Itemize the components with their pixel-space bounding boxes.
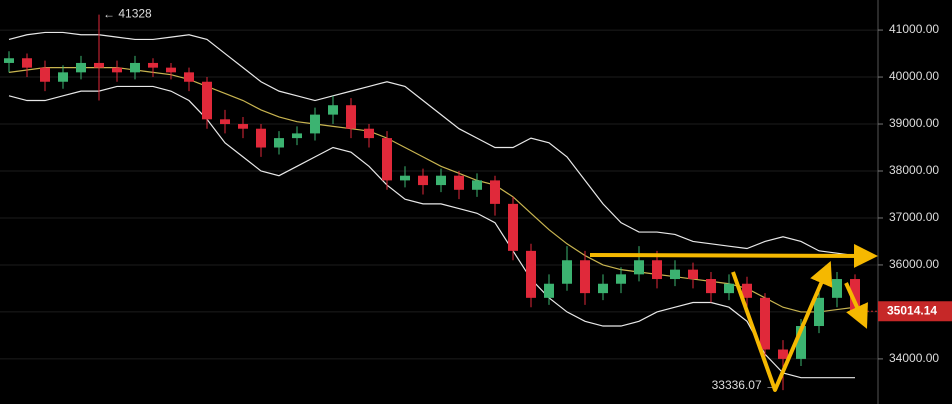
arrow (731, 260, 833, 392)
candle-body (256, 128, 266, 148)
candle-body (760, 297, 770, 350)
candle-body (544, 283, 554, 298)
candle-body (742, 283, 752, 298)
candle-body (22, 58, 32, 68)
candle-body (166, 67, 176, 73)
max-value: 41328 (118, 7, 152, 21)
candle-body (130, 62, 140, 73)
candle-body (346, 105, 356, 129)
indicator-line (8, 85, 855, 379)
candle-body (328, 105, 338, 115)
min-annotation: 33336.07 → (712, 378, 777, 392)
candle-body (490, 180, 500, 204)
candle-body (418, 175, 428, 186)
candle-body (184, 72, 194, 82)
candle-body (76, 62, 86, 73)
candle-body (40, 67, 50, 82)
arrow (844, 282, 868, 329)
candle-body (778, 349, 788, 359)
candle-body (274, 138, 284, 148)
candle-body (58, 72, 68, 82)
candle-body (706, 279, 716, 294)
grid (0, 29, 878, 360)
candle-body (94, 62, 104, 68)
candle-body (598, 283, 608, 294)
candle-body (670, 269, 680, 280)
candle-body (616, 274, 626, 284)
y-axis: 34000.0035000.0036000.0037000.0038000.00… (878, 22, 952, 365)
candle-body (220, 119, 230, 125)
candle-body (202, 81, 212, 120)
arrow (589, 243, 878, 268)
candle-body (238, 124, 248, 129)
candle-body (580, 260, 590, 294)
candle-body (832, 279, 842, 298)
y-tick-label: 36000.00 (889, 257, 939, 271)
y-tick-label: 39000.00 (889, 116, 939, 130)
candle-body (526, 250, 536, 298)
candle-body (148, 62, 158, 68)
annotation-arrows (589, 243, 878, 392)
candle-body (112, 67, 122, 73)
candle-body (562, 260, 572, 284)
last-price-label: 35014.14 (887, 303, 937, 317)
candle-body (436, 175, 446, 186)
candle-body (382, 138, 392, 181)
candle-body (724, 283, 734, 294)
y-tick-label: 37000.00 (889, 210, 939, 224)
candle-body (310, 114, 320, 134)
candle-body (850, 279, 860, 312)
min-value: 33336.07 (712, 378, 762, 392)
candle-body (472, 180, 482, 190)
candle-body (652, 260, 662, 280)
candle-body (814, 297, 824, 327)
last-price-box (878, 301, 952, 322)
candle-body (364, 128, 374, 139)
candle-body (4, 58, 14, 63)
candle-body (634, 260, 644, 275)
y-tick-label: 34000.00 (889, 351, 939, 365)
indicator-line (8, 31, 856, 257)
candle-body (688, 269, 698, 280)
y-tick-label: 41000.00 (889, 22, 939, 36)
candle-body (796, 326, 806, 359)
max-annotation: ← 41328 (103, 7, 152, 21)
y-tick-label: 38000.00 (889, 163, 939, 177)
y-tick-label: 40000.00 (889, 69, 939, 83)
candle-body (454, 175, 464, 190)
candle-body (508, 203, 518, 251)
candle-body (400, 175, 410, 181)
candle-body (292, 133, 302, 139)
